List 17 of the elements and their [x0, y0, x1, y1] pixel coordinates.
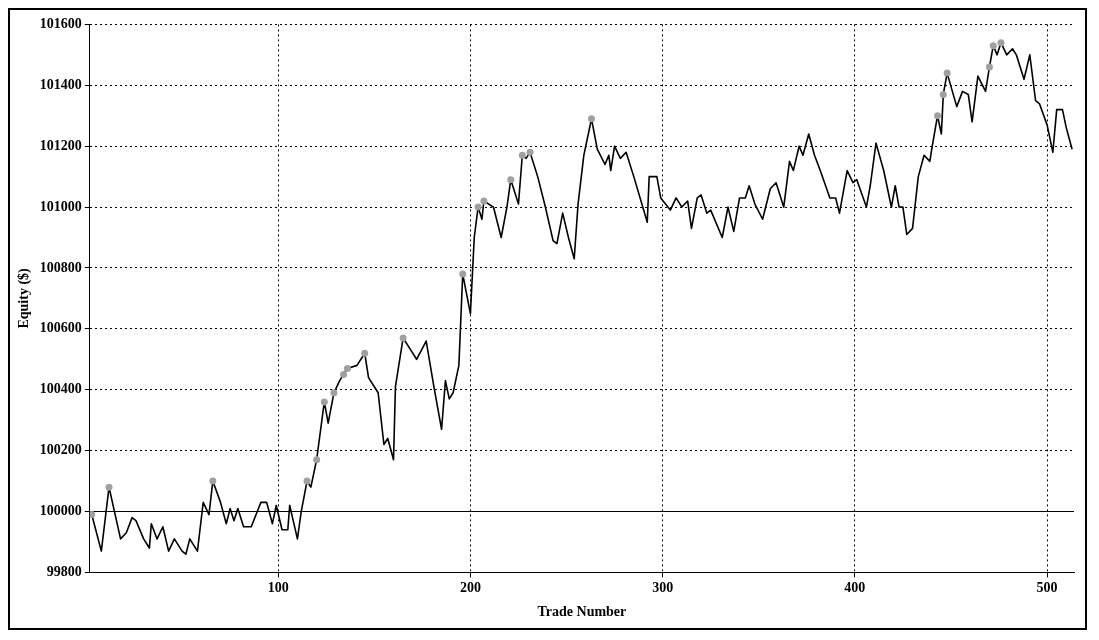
y-tick-label: 100800	[39, 259, 82, 275]
y-tick-label: 100000	[39, 503, 82, 519]
y-axis-title: Equity ($)	[16, 267, 33, 329]
x-tick-label: 500	[1036, 580, 1058, 596]
x-tick-label: 100	[267, 580, 289, 596]
x-tick-label: 300	[652, 580, 674, 596]
y-tick-label: 100400	[39, 381, 82, 397]
y-tick-label: 100200	[39, 442, 82, 458]
y-tick-label: 100600	[39, 320, 82, 336]
y-tick-label: 101000	[39, 198, 82, 214]
y-tick-label: 101400	[39, 76, 82, 92]
y-tick-label: 99800	[46, 564, 82, 580]
x-axis-title: Trade Number	[537, 604, 627, 620]
x-tick-label: 200	[459, 580, 481, 596]
x-tick-label: 400	[844, 580, 866, 596]
y-tick-label: 101600	[39, 16, 82, 32]
y-tick-label: 101200	[39, 137, 82, 153]
